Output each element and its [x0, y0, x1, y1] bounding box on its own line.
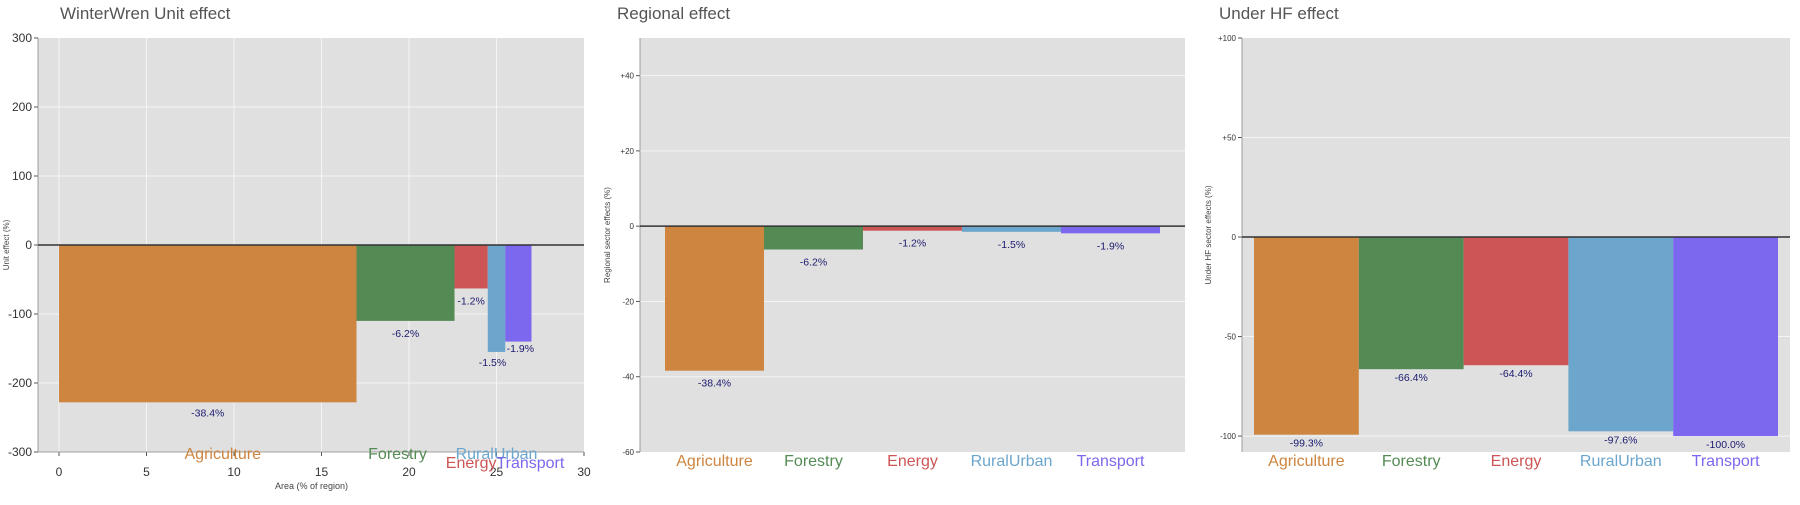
bar-forestry	[1358, 237, 1464, 370]
category-label: Transport	[1077, 453, 1145, 470]
data-label: -6.2%	[392, 328, 419, 340]
bar-energy	[1463, 237, 1569, 366]
data-label: -1.9%	[1097, 240, 1124, 252]
chart-title: WinterWren Unit effect	[60, 4, 231, 23]
y-tick-label: -50	[1224, 333, 1236, 342]
x-tick-label: 10	[227, 465, 241, 479]
bar-transport	[1673, 237, 1778, 437]
y-tick-label: -100	[1220, 432, 1237, 441]
category-label: Energy	[1491, 453, 1542, 470]
category-label: Agriculture	[185, 446, 262, 463]
bar-ruralurban	[962, 226, 1061, 232]
bar-agriculture	[665, 226, 764, 371]
y-tick-label: +50	[1222, 134, 1236, 143]
data-label: -100.0%	[1706, 439, 1745, 451]
category-label: Energy	[446, 455, 497, 472]
y-tick-label: -20	[622, 297, 634, 306]
y-tick-label: -300	[8, 445, 32, 459]
category-label: RuralUrban	[1580, 453, 1662, 470]
y-tick-label: 200	[12, 100, 32, 114]
data-label: -1.9%	[507, 343, 534, 355]
bar-ruralurban	[1568, 237, 1674, 432]
y-tick-label: 0	[630, 222, 635, 231]
y-tick-label: -200	[8, 376, 32, 390]
category-label: Agriculture	[1268, 453, 1345, 470]
bar-forestry	[356, 245, 455, 321]
x-tick-label: 20	[402, 465, 416, 479]
x-tick-label: 5	[143, 465, 150, 479]
bar-energy	[863, 226, 962, 231]
x-tick-label: 25	[490, 465, 504, 479]
category-label: RuralUrban	[971, 453, 1053, 470]
data-label: -38.4%	[698, 378, 731, 390]
data-label: -38.4%	[191, 407, 224, 419]
bar-transport	[1061, 226, 1160, 234]
chart-title: Regional effect	[617, 4, 730, 23]
y-tick-label: -100	[8, 307, 32, 321]
category-label: Forestry	[1382, 453, 1441, 470]
chart-title: Under HF effect	[1219, 4, 1339, 23]
bar-forestry	[764, 226, 863, 250]
bar-agriculture	[1254, 237, 1359, 435]
y-axis-title: Under HF sector effects (%)	[1204, 185, 1213, 284]
category-label: Forestry	[368, 446, 427, 463]
bar-energy	[454, 245, 488, 289]
x-tick-label: 0	[56, 465, 63, 479]
data-label: -1.2%	[899, 238, 926, 250]
category-label: Energy	[887, 453, 938, 470]
category-label: Forestry	[784, 453, 843, 470]
category-label: Transport	[1692, 453, 1760, 470]
x-tick-label: 15	[315, 465, 329, 479]
y-tick-label: 100	[12, 169, 32, 183]
category-label: RuralUrban	[456, 446, 538, 463]
y-tick-label: -40	[622, 373, 634, 382]
bar-agriculture	[59, 245, 357, 403]
data-label: -1.2%	[457, 295, 484, 307]
y-tick-label: -60	[622, 448, 634, 457]
x-tick-label: 30	[577, 465, 591, 479]
bar-ruralurban	[487, 245, 506, 352]
y-axis-title: Regional sector effects (%)	[603, 187, 612, 283]
category-label: Agriculture	[676, 453, 753, 470]
data-label: -66.4%	[1395, 372, 1428, 384]
y-tick-label: +40	[620, 72, 634, 81]
bar-transport	[505, 245, 532, 342]
data-label: -64.4%	[1499, 368, 1532, 380]
data-label: -1.5%	[998, 239, 1025, 251]
data-label: -6.2%	[800, 257, 827, 269]
data-label: -1.5%	[479, 357, 506, 369]
x-axis-title: Area (% of region)	[275, 481, 348, 491]
y-tick-label: +100	[1218, 34, 1237, 43]
y-axis-title: Unit effect (%)	[2, 219, 11, 270]
data-label: -99.3%	[1290, 438, 1323, 450]
data-label: -97.6%	[1604, 434, 1637, 446]
y-tick-label: 0	[25, 238, 32, 252]
y-tick-label: 300	[12, 31, 32, 45]
category-label: Transport	[496, 455, 564, 472]
y-tick-label: +20	[620, 147, 634, 156]
y-tick-label: 0	[1232, 233, 1237, 242]
